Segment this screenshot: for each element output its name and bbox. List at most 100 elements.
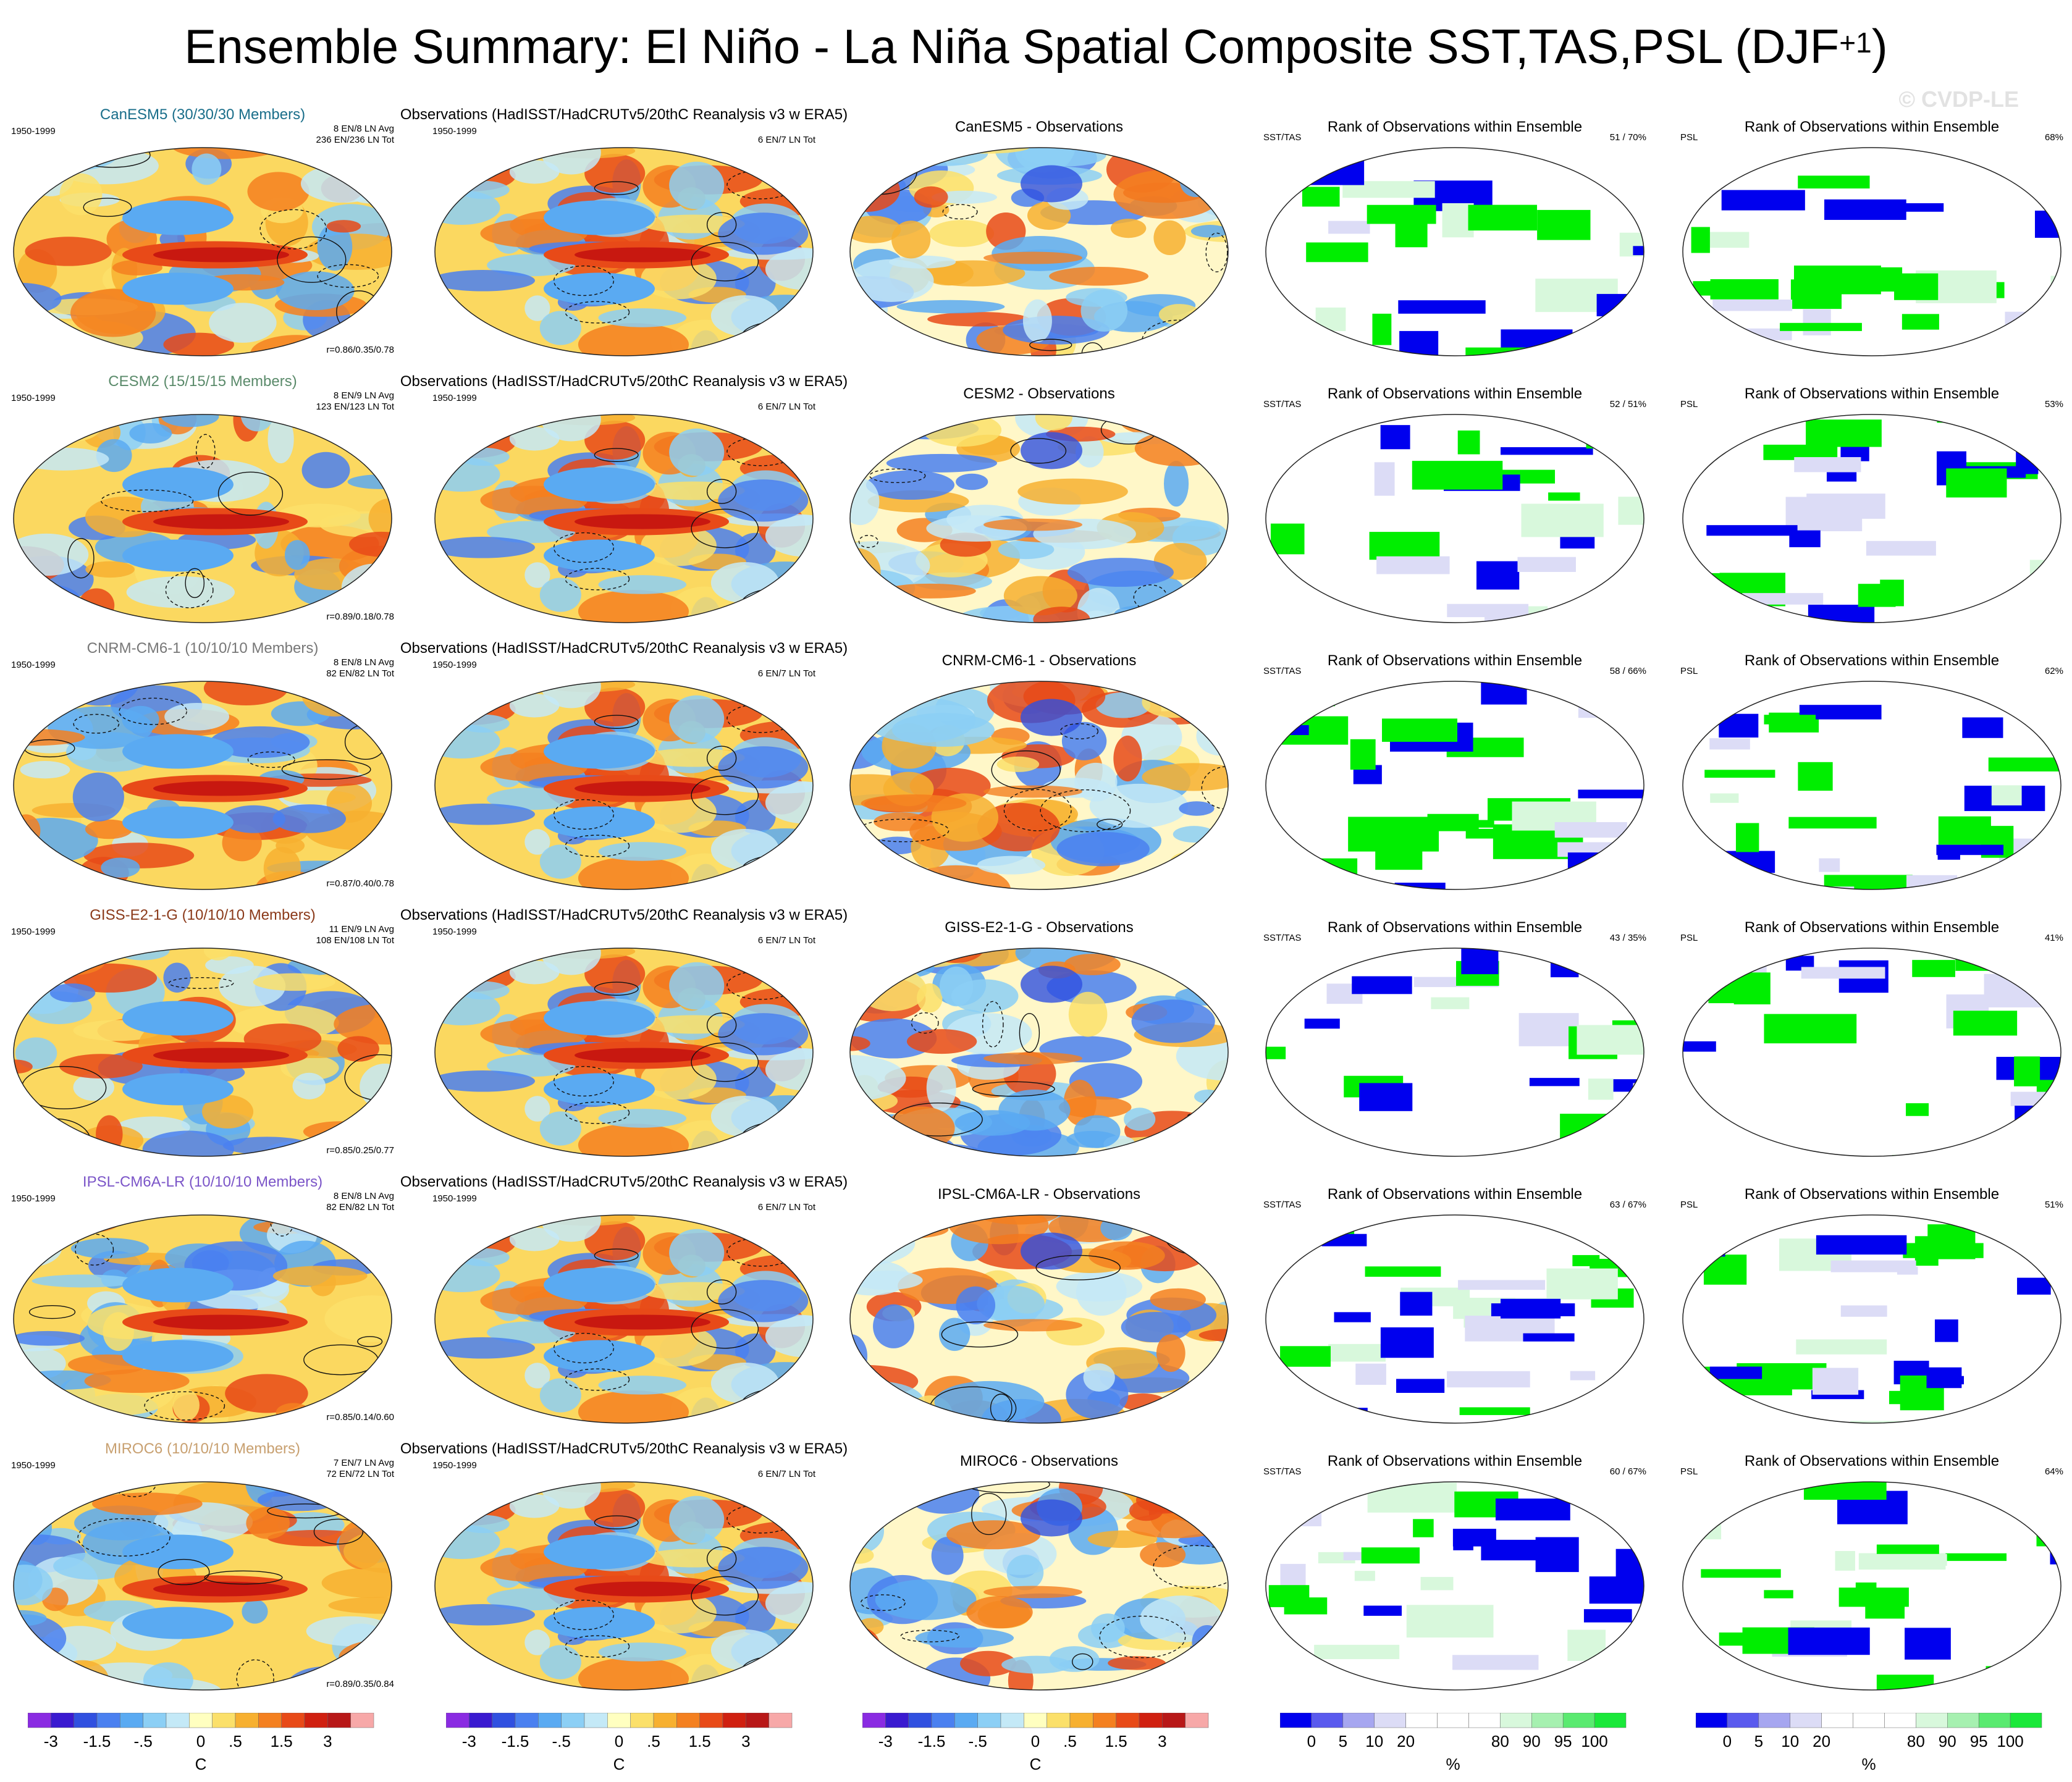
colorbar-swatch xyxy=(1116,1713,1140,1728)
anom-colorbar: -3 -1.5 -.5 0 .5 1.5 3 C xyxy=(446,1713,793,1773)
rank-title: Rank of Observations within Ensemble xyxy=(1327,1186,1583,1203)
colorbar-swatch xyxy=(1162,1713,1186,1728)
colorbar-swatch xyxy=(885,1713,909,1728)
colorbar-swatch xyxy=(1884,1713,1916,1728)
observed-composite-map xyxy=(434,681,814,890)
colorbar-swatch xyxy=(1139,1713,1163,1728)
avg-count: 8 EN/8 LN Avg xyxy=(333,657,394,668)
colorbar-swatch xyxy=(212,1713,236,1728)
colorbar-swatch xyxy=(862,1713,886,1728)
colorbar-swatch xyxy=(1696,1713,1728,1728)
colorbar-swatch xyxy=(584,1713,608,1728)
sst-rank-map xyxy=(1265,681,1645,890)
colorbar-swatch xyxy=(1500,1713,1532,1728)
obs-title: Observations (HadISST/HadCRUTv5/20thC Re… xyxy=(400,373,848,390)
rank-title: Rank of Observations within Ensemble xyxy=(1327,919,1583,936)
colorbar-tick-label: 3 xyxy=(741,1732,750,1750)
colorbar-swatch xyxy=(931,1713,955,1728)
colorbar-tick-label: 10 xyxy=(1365,1732,1383,1750)
colorbar-swatch xyxy=(1947,1713,1979,1728)
colorbar-unit: % xyxy=(1446,1755,1460,1773)
colorbar-swatch xyxy=(1727,1713,1759,1728)
colorbar-tick-label: 0 xyxy=(615,1732,623,1750)
colorbar-swatch xyxy=(1185,1713,1209,1728)
colorbar-swatch xyxy=(74,1713,98,1728)
anom-colorbar: -3 -1.5 -.5 0 .5 1.5 3 C xyxy=(28,1713,374,1773)
psl-rank-value: 64% xyxy=(2044,1466,2063,1477)
colorbar-swatch xyxy=(722,1713,746,1728)
psl-rank-map xyxy=(1682,1214,2061,1424)
colorbar-tick-label: 20 xyxy=(1397,1732,1415,1750)
colorbar-tick-label: -3 xyxy=(878,1732,893,1750)
watermark: © CVDP-LE xyxy=(1898,86,2019,112)
colorbar-tick-label: -1.5 xyxy=(83,1732,111,1750)
colorbar-swatch xyxy=(653,1713,677,1728)
difference-map xyxy=(849,1214,1229,1424)
period-label: 1950-1999 xyxy=(432,660,477,670)
colorbar-swatch xyxy=(1024,1713,1047,1728)
sst-rank-map xyxy=(1265,414,1645,623)
sst-label: SST/TAS xyxy=(1263,132,1302,143)
psl-label: PSL xyxy=(1680,1200,1698,1210)
rank-title: Rank of Observations within Ensemble xyxy=(1327,119,1583,135)
model-composite-map xyxy=(13,1481,392,1691)
observed-composite-map xyxy=(434,1481,814,1691)
pattern-correlation: r=0.86/0.35/0.78 xyxy=(326,345,394,355)
colorbar-tick-label: 0 xyxy=(1307,1732,1316,1750)
colorbar-swatch xyxy=(1978,1713,2011,1728)
rank-colorbar: 0 5 10 20 80 90 95 100% xyxy=(1696,1713,2042,1773)
avg-count: 11 EN/9 LN Avg xyxy=(329,924,394,935)
colorbar-swatch xyxy=(96,1713,120,1728)
colorbar-swatch xyxy=(304,1713,328,1728)
sst-label: SST/TAS xyxy=(1263,399,1302,410)
figure-title: Ensemble Summary: El Niño - La Niña Spat… xyxy=(184,19,1888,74)
model-title-1: CESM2 (15/15/15 Members) xyxy=(108,373,297,390)
obs-title: Observations (HadISST/HadCRUTv5/20thC Re… xyxy=(400,907,848,923)
sst-rank-map xyxy=(1265,1214,1645,1424)
sst-rank-value: 63 / 67% xyxy=(1609,1200,1646,1210)
colorbar-tick-label: -.5 xyxy=(968,1732,987,1750)
colorbar-swatch xyxy=(1047,1713,1071,1728)
psl-label: PSL xyxy=(1680,399,1698,410)
colorbar-swatch xyxy=(630,1713,654,1728)
rank-title: Rank of Observations within Ensemble xyxy=(1327,385,1583,402)
model-title-5: MIROC6 (10/10/10 Members) xyxy=(104,1440,301,1457)
diff-title-2: CNRM-CM6-1 - Observations xyxy=(941,652,1137,669)
psl-rank-value: 62% xyxy=(2044,666,2063,676)
psl-rank-map xyxy=(1682,414,2061,623)
colorbar-tick-label: 1.5 xyxy=(1105,1732,1127,1750)
rank-title: Rank of Observations within Ensemble xyxy=(1744,652,2000,669)
colorbar-tick-label: 20 xyxy=(1813,1732,1830,1750)
period-label: 1950-1999 xyxy=(432,393,477,403)
colorbar-swatch xyxy=(1000,1713,1024,1728)
colorbar-swatch xyxy=(1342,1713,1375,1728)
colorbar-tick-label: 0 xyxy=(196,1732,205,1750)
pattern-correlation: r=0.85/0.14/0.60 xyxy=(326,1412,394,1423)
colorbar-swatch xyxy=(1280,1713,1312,1728)
colorbar-swatch xyxy=(561,1713,585,1728)
colorbar-swatch xyxy=(954,1713,978,1728)
colorbar-tick-label: 3 xyxy=(1158,1732,1166,1750)
colorbar-tick-label: 95 xyxy=(1970,1732,1988,1750)
obs-title: Observations (HadISST/HadCRUTv5/20thC Re… xyxy=(400,640,848,657)
colorbar-swatch xyxy=(51,1713,74,1728)
period-label: 1950-1999 xyxy=(11,660,56,670)
colorbar-swatch xyxy=(1069,1713,1093,1728)
diff-title-5: MIROC6 - Observations xyxy=(959,1453,1119,1469)
psl-label: PSL xyxy=(1680,933,1698,943)
pattern-correlation: r=0.89/0.18/0.78 xyxy=(326,612,394,622)
obs-count: 6 EN/7 LN Tot xyxy=(757,1202,815,1213)
difference-map xyxy=(849,948,1229,1157)
diff-title-3: GISS-E2-1-G - Observations xyxy=(945,919,1134,936)
rank-colorbar: 0 5 10 20 80 90 95 100% xyxy=(1280,1713,1627,1773)
colorbar-tick-label: -1.5 xyxy=(918,1732,946,1750)
sst-rank-value: 58 / 66% xyxy=(1609,666,1646,676)
colorbar-swatch xyxy=(1916,1713,1948,1728)
colorbar-swatch xyxy=(469,1713,492,1728)
colorbar-swatch xyxy=(1374,1713,1406,1728)
colorbar-swatch xyxy=(769,1713,793,1728)
tot-count: 82 EN/82 LN Tot xyxy=(326,668,394,679)
difference-map xyxy=(849,414,1229,623)
colorbar-swatch xyxy=(607,1713,631,1728)
colorbar-swatch xyxy=(1468,1713,1501,1728)
